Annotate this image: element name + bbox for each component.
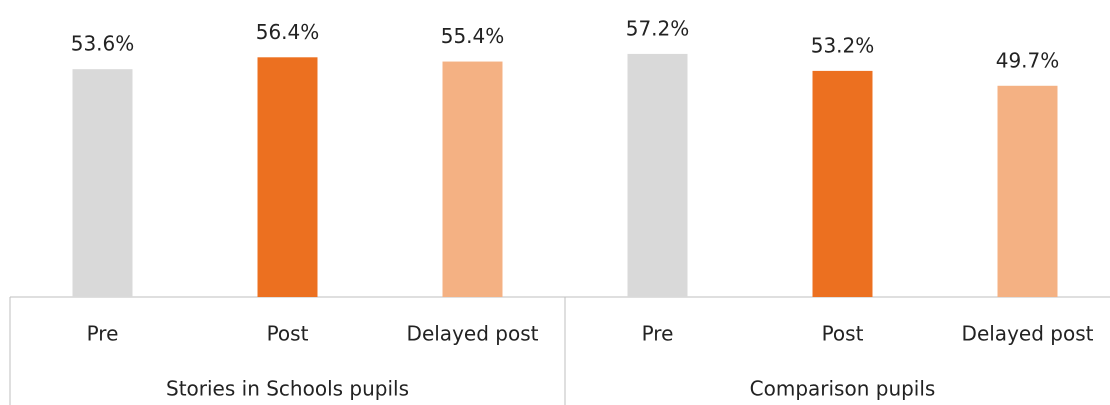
value-label: 55.4% — [441, 24, 505, 48]
group-label: Stories in Schools pupils — [166, 377, 409, 401]
value-label: 56.4% — [256, 20, 320, 44]
x-tick-label: Pre — [87, 322, 119, 346]
value-label: 57.2% — [626, 16, 690, 40]
bar — [997, 85, 1058, 298]
bar — [72, 69, 133, 297]
x-tick-label: Delayed post — [407, 322, 539, 346]
value-label: 53.2% — [811, 33, 875, 57]
x-tick-label: Post — [267, 322, 309, 346]
bar — [257, 57, 318, 297]
x-tick-label: Pre — [642, 322, 674, 346]
bar — [812, 70, 873, 298]
value-label: 49.7% — [996, 48, 1060, 72]
group-label: Comparison pupils — [750, 377, 936, 401]
bar — [442, 61, 503, 297]
value-label: 53.6% — [71, 32, 135, 56]
x-tick-label: Post — [822, 322, 864, 346]
bar — [627, 53, 688, 298]
x-tick-label: Delayed post — [962, 322, 1094, 346]
